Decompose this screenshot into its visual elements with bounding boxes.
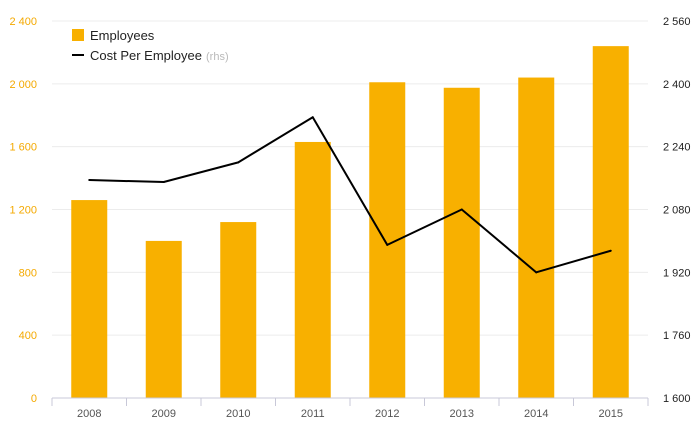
- x-axis-label-2008: 2008: [77, 408, 101, 420]
- right-axis-tick-label: 1 920: [663, 267, 691, 279]
- legend: Employees Cost Per Employee (rhs): [72, 28, 229, 63]
- employees-bars: [71, 46, 629, 399]
- left-axis-tick-label: 2 400: [9, 16, 37, 28]
- legend-label-rhs-note: (rhs): [206, 51, 229, 63]
- bar-employees-2009: [145, 240, 182, 398]
- right-axis-ticks: 1 600 1 760 1 920 2 080 2 240 2 400 2 560: [663, 16, 691, 405]
- line-cost-per-employee: [89, 116, 612, 274]
- point-cost-per-employee-2015: [609, 249, 612, 252]
- bar-employees-2014: [518, 77, 555, 399]
- right-axis-tick-label: 2 080: [663, 205, 691, 217]
- x-axis-label-2015: 2015: [599, 408, 623, 420]
- cost-per-employee-line: [88, 116, 612, 274]
- point-cost-per-employee-2010: [237, 161, 240, 164]
- legend-label-cost-per-employee: Cost Per Employee (rhs): [90, 48, 229, 63]
- x-axis-label-2011: 2011: [301, 408, 325, 420]
- legend-swatch-employees: [72, 29, 84, 41]
- left-axis-tick-label: 2 000: [9, 79, 37, 91]
- point-cost-per-employee-2013: [460, 208, 463, 211]
- grid-lines: [52, 20, 648, 336]
- right-axis-tick-label: 2 400: [663, 79, 691, 91]
- bar-employees-2015: [592, 46, 629, 399]
- legend-label-cost-text: Cost Per Employee: [90, 48, 202, 63]
- legend-label-employees: Employees: [90, 28, 155, 43]
- left-axis-tick-label: 400: [19, 330, 37, 342]
- x-axis-label-2009: 2009: [152, 408, 176, 420]
- x-axis-label-2012: 2012: [375, 408, 399, 420]
- bar-employees-2008: [71, 200, 108, 398]
- right-axis-tick-label: 2 240: [663, 142, 691, 154]
- left-axis-tick-label: 1 200: [9, 205, 37, 217]
- bar-employees-2013: [443, 87, 480, 399]
- x-axis-label-2014: 2014: [524, 408, 548, 420]
- point-cost-per-employee-2009: [162, 181, 165, 184]
- left-axis-tick-label: 1 600: [9, 142, 37, 154]
- right-axis-tick-label: 1 760: [663, 330, 691, 342]
- point-cost-per-employee-2008: [88, 179, 91, 182]
- left-axis-ticks: 0 400 800 1 200 1 600 2 000 2 400: [9, 16, 37, 405]
- point-cost-per-employee-2014: [535, 271, 538, 274]
- x-axis-label-2010: 2010: [226, 408, 250, 420]
- bar-employees-2010: [220, 222, 257, 398]
- point-cost-per-employee-2012: [386, 243, 389, 246]
- x-axis-label-2013: 2013: [450, 408, 474, 420]
- right-axis-tick-label: 2 560: [663, 16, 691, 28]
- x-axis-ticks: 2008 2009 2010 2011 2012 2013 2014 2015: [51, 398, 649, 420]
- right-axis-tick-label: 1 600: [663, 393, 691, 405]
- bar-employees-2011: [294, 141, 331, 398]
- bar-employees-2012: [369, 82, 406, 398]
- left-axis-tick-label: 0: [31, 393, 37, 405]
- left-axis-tick-label: 800: [19, 267, 37, 279]
- point-cost-per-employee-2011: [311, 116, 314, 119]
